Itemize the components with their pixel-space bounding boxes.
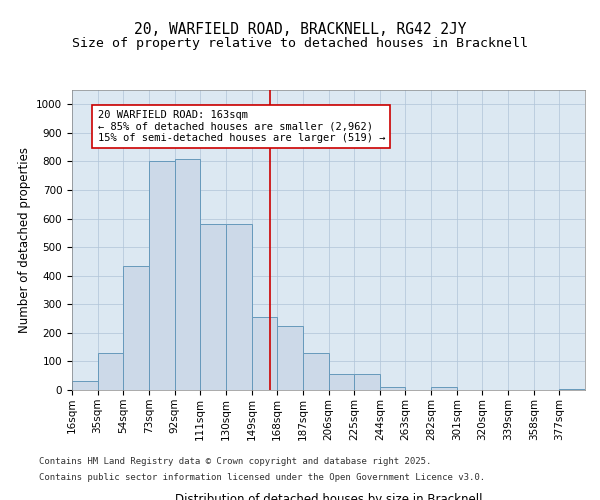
Bar (251, 317, 277, 390)
Bar (175, 158, 200, 390)
Bar (72, 382, 98, 390)
Bar (149, 162, 175, 390)
Bar (200, 224, 226, 390)
Y-axis label: Number of detached properties: Number of detached properties (17, 147, 31, 333)
Text: Contains public sector information licensed under the Open Government Licence v3: Contains public sector information licen… (39, 472, 485, 482)
X-axis label: Distribution of detached houses by size in Bracknell: Distribution of detached houses by size … (175, 492, 482, 500)
Bar (124, 266, 149, 390)
Text: Contains HM Land Registry data © Crown copyright and database right 2025.: Contains HM Land Registry data © Crown c… (39, 458, 431, 466)
Bar (380, 387, 406, 390)
Bar (98, 353, 124, 390)
Bar (559, 388, 585, 390)
Bar (226, 224, 251, 390)
Bar (329, 374, 354, 390)
Text: Size of property relative to detached houses in Bracknell: Size of property relative to detached ho… (72, 38, 528, 51)
Bar (277, 326, 303, 390)
Bar (303, 353, 329, 390)
Text: 20 WARFIELD ROAD: 163sqm
← 85% of detached houses are smaller (2,962)
15% of sem: 20 WARFIELD ROAD: 163sqm ← 85% of detach… (98, 110, 385, 143)
Bar (354, 374, 380, 390)
Text: 20, WARFIELD ROAD, BRACKNELL, RG42 2JY: 20, WARFIELD ROAD, BRACKNELL, RG42 2JY (134, 22, 466, 38)
Bar (431, 387, 457, 390)
